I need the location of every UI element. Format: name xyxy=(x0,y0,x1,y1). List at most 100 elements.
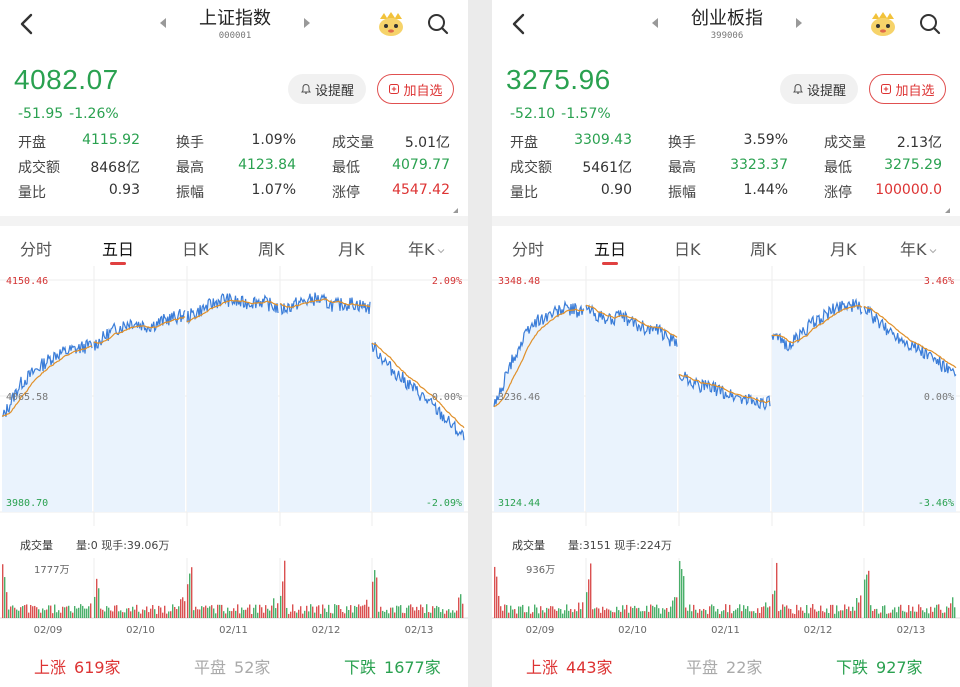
volume-bar xyxy=(243,609,245,618)
expand-corner-icon[interactable] xyxy=(453,208,458,213)
prev-arrow-icon[interactable] xyxy=(650,17,660,29)
volume-bar xyxy=(66,606,68,618)
volume-bar xyxy=(646,605,648,618)
volume-bar xyxy=(926,608,928,618)
set-alert-button[interactable]: 设提醒 xyxy=(288,74,366,104)
price-area xyxy=(94,309,185,512)
tab-2[interactable]: 日K xyxy=(674,236,701,260)
volume-bar xyxy=(866,574,868,618)
mascot-icon[interactable] xyxy=(868,10,898,38)
stats-row: 成交额 5461亿 最高 3323.37 最低 3275.29 xyxy=(492,155,960,180)
volume-bar xyxy=(780,609,782,618)
date-label: 02/13 xyxy=(405,625,434,636)
volume-bar xyxy=(203,607,205,618)
volume-bar xyxy=(648,611,650,618)
avg-line xyxy=(585,304,678,338)
tab-5[interactable]: 年K xyxy=(408,236,445,260)
stat-label: 成交额 xyxy=(18,160,60,176)
volume-bar xyxy=(294,611,296,618)
add-favorite-button[interactable]: 加自选 xyxy=(377,74,454,104)
volume-bar xyxy=(168,611,170,618)
volume-bar xyxy=(290,611,292,618)
tab-0[interactable]: 分时 xyxy=(20,236,52,260)
volume-bar xyxy=(898,606,900,618)
volume-bar xyxy=(277,603,279,618)
tab-4[interactable]: 月K xyxy=(338,236,365,260)
volume-bar xyxy=(100,608,102,618)
volume-bar xyxy=(14,607,16,618)
volume-bar xyxy=(786,605,788,618)
volume-bar xyxy=(38,609,40,618)
tab-1[interactable]: 五日 xyxy=(594,236,626,260)
volume-bar xyxy=(16,609,18,618)
next-arrow-icon[interactable] xyxy=(302,17,312,29)
tab-3[interactable]: 周K xyxy=(258,236,285,260)
stat-label: 换手 xyxy=(668,135,696,151)
volume-bar xyxy=(763,606,765,618)
set-alert-button[interactable]: 设提醒 xyxy=(780,74,858,104)
price-area xyxy=(679,371,770,512)
tab-label: 月K xyxy=(830,240,857,259)
volume-bar xyxy=(739,604,741,618)
advancers-count: 619家 xyxy=(74,658,121,677)
stat-label: 振幅 xyxy=(176,185,204,201)
tab-0[interactable]: 分时 xyxy=(512,236,544,260)
search-icon[interactable] xyxy=(918,12,942,36)
volume-bar xyxy=(76,608,78,618)
volume-bar xyxy=(636,608,638,618)
five-day-chart[interactable]: 3348.48 3236.46 3124.44 3.46% 0.00% -3.46% xyxy=(492,266,960,526)
volume-bar xyxy=(860,595,862,618)
volume-bar xyxy=(296,612,298,618)
stat-label: 成交量 xyxy=(824,135,866,151)
volume-bar xyxy=(354,605,356,618)
stat-value: 3275.29 xyxy=(884,157,942,173)
volume-bar xyxy=(560,609,562,618)
volume-bar xyxy=(116,605,118,618)
stat-label: 开盘 xyxy=(510,135,538,151)
stats-row: 量比 0.93 振幅 1.07% 涨停 4547.42 xyxy=(0,180,468,205)
mascot-icon[interactable] xyxy=(376,10,406,38)
expand-corner-icon[interactable] xyxy=(945,208,950,213)
volume-bar xyxy=(82,605,84,618)
add-favorite-label: 加自选 xyxy=(403,83,443,99)
volume-bar xyxy=(422,607,424,618)
price-area xyxy=(772,299,862,512)
section-divider xyxy=(0,216,468,226)
next-arrow-icon[interactable] xyxy=(794,17,804,29)
tab-3[interactable]: 周K xyxy=(750,236,777,260)
tab-1[interactable]: 五日 xyxy=(102,236,134,260)
volume-bar xyxy=(176,609,178,618)
advancers-label: 上涨 xyxy=(526,658,559,677)
five-day-chart[interactable]: 4150.46 4065.58 3980.70 2.09% 0.00% -2.09% xyxy=(0,266,468,526)
volume-bar xyxy=(30,604,32,618)
back-icon[interactable] xyxy=(506,10,534,38)
caret-down-icon xyxy=(437,248,444,253)
back-icon[interactable] xyxy=(14,10,42,38)
volume-bar xyxy=(506,605,508,618)
prev-arrow-icon[interactable] xyxy=(158,17,168,29)
tab-4[interactable]: 月K xyxy=(830,236,857,260)
volume-bar xyxy=(384,611,386,618)
volume-bar xyxy=(755,613,757,618)
volume-bar xyxy=(568,610,570,618)
volume-bar xyxy=(731,613,733,618)
tab-5[interactable]: 年K xyxy=(900,236,937,260)
volume-bar xyxy=(743,605,745,618)
tab-2[interactable]: 日K xyxy=(182,236,209,260)
volume-bar xyxy=(219,604,221,618)
volume-bar xyxy=(434,608,436,618)
volume-bar xyxy=(378,611,380,618)
volume-bar xyxy=(146,606,148,618)
volume-bar xyxy=(672,600,674,618)
volume-bar xyxy=(247,607,249,618)
search-icon[interactable] xyxy=(426,12,450,36)
volume-bar xyxy=(436,605,438,618)
volume-bar xyxy=(26,604,28,618)
add-favorite-button[interactable]: 加自选 xyxy=(869,74,946,104)
unchanged-label: 平盘 xyxy=(194,658,227,677)
volume-bar xyxy=(552,606,554,618)
volume-bar xyxy=(346,606,348,618)
volume-bar xyxy=(848,606,850,618)
volume-bar xyxy=(916,611,918,618)
volume-bar xyxy=(580,609,582,618)
